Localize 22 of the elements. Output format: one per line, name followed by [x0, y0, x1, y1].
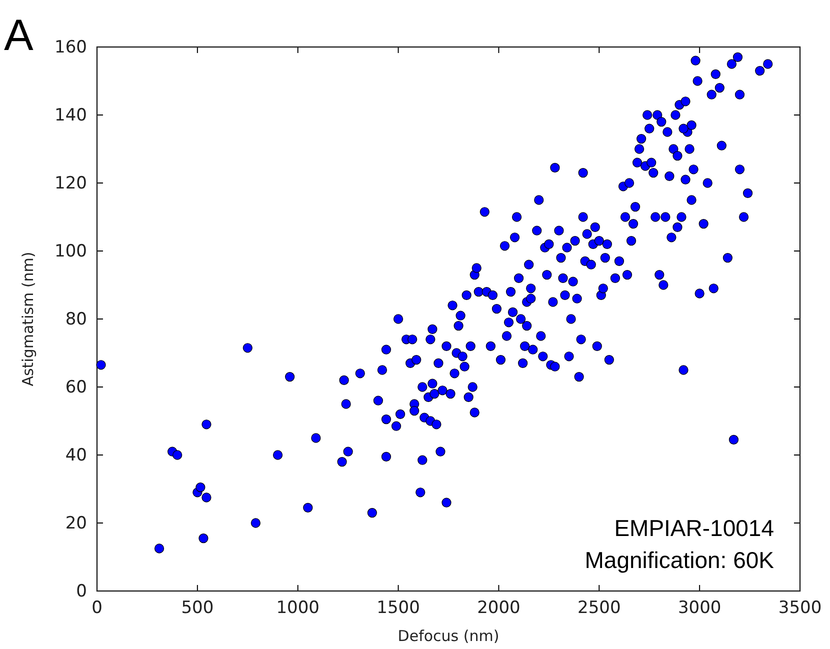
x-tick-label: 3500: [778, 598, 822, 618]
y-tick-label: 0: [76, 581, 87, 602]
annotation: EMPIAR-10014: [614, 515, 774, 541]
y-tick-label: 160: [54, 37, 87, 58]
y-tick-label: 80: [65, 309, 87, 330]
x-tick-label: 2000: [477, 598, 520, 618]
y-axis-title: Astigmatism (nm): [19, 252, 37, 386]
x-tick-label: 1500: [376, 598, 420, 618]
x-axis-title: Defocus (nm): [398, 627, 500, 645]
x-tick-label: 0: [92, 598, 102, 618]
y-tick-label: 20: [65, 513, 87, 534]
x-tick-label: 500: [181, 598, 214, 618]
y-tick-label: 140: [54, 105, 87, 126]
y-tick-label: 120: [54, 173, 87, 194]
x-tick-label: 2500: [578, 598, 621, 618]
y-tick-label: 40: [65, 445, 87, 466]
annotation: Magnification: 60K: [584, 547, 775, 573]
x-tick-label: 3000: [678, 598, 722, 618]
text: A: [4, 11, 34, 60]
x-tick-label: 1000: [276, 598, 320, 618]
y-tick-label: 100: [54, 241, 87, 262]
y-tick-label: 60: [65, 377, 87, 398]
